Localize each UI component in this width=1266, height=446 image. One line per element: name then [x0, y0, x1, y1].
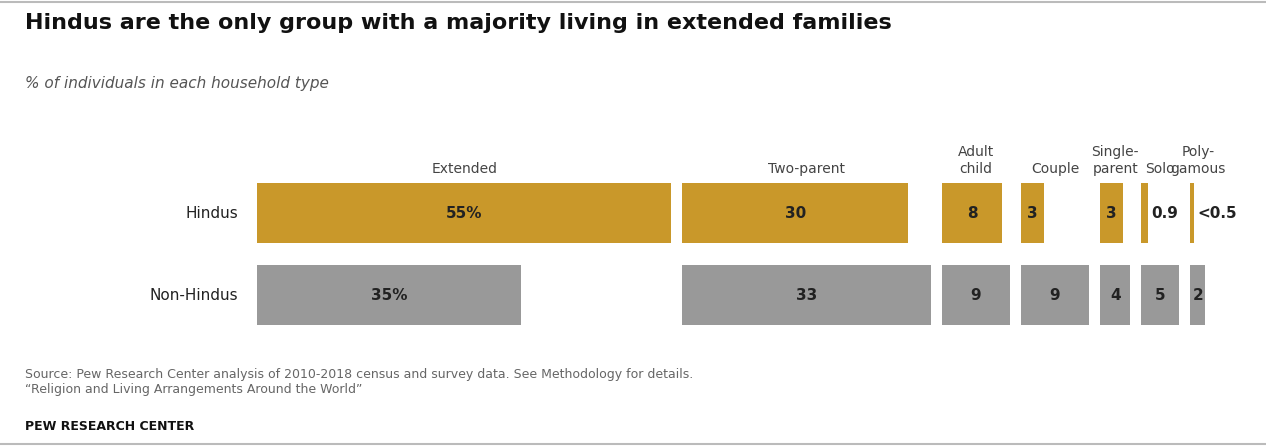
Bar [942, 183, 1003, 243]
Text: % of individuals in each household type: % of individuals in each household type [25, 76, 329, 91]
Bar [942, 265, 1010, 326]
Text: Non-Hindus: Non-Hindus [149, 288, 238, 303]
Bar [257, 183, 671, 243]
Bar [1142, 265, 1179, 326]
Text: 55%: 55% [446, 206, 482, 220]
Bar [1100, 183, 1123, 243]
Text: 9: 9 [971, 288, 981, 303]
Text: 9: 9 [1050, 288, 1060, 303]
Text: Hindus are the only group with a majority living in extended families: Hindus are the only group with a majorit… [25, 13, 893, 33]
Text: <0.5: <0.5 [1198, 206, 1237, 220]
Bar [1190, 183, 1194, 243]
Text: Couple: Couple [1031, 161, 1079, 176]
Text: 3: 3 [1027, 206, 1038, 220]
Text: 35%: 35% [371, 288, 408, 303]
Text: 2: 2 [1193, 288, 1203, 303]
Text: Source: Pew Research Center analysis of 2010-2018 census and survey data. See Me: Source: Pew Research Center analysis of … [25, 368, 694, 396]
Text: Solo: Solo [1146, 161, 1175, 176]
Text: Adult
child: Adult child [958, 145, 994, 176]
Text: 5: 5 [1155, 288, 1166, 303]
Bar [682, 265, 931, 326]
Bar [1100, 265, 1131, 326]
Bar [682, 183, 908, 243]
Bar [257, 265, 520, 326]
Text: 0.9: 0.9 [1151, 206, 1179, 220]
Text: 3: 3 [1106, 206, 1117, 220]
Text: Poly-
gamous: Poly- gamous [1170, 145, 1225, 176]
Text: Extended: Extended [432, 161, 498, 176]
Text: 4: 4 [1110, 288, 1120, 303]
Text: Two-parent: Two-parent [768, 161, 846, 176]
Bar [1190, 265, 1205, 326]
Text: 8: 8 [967, 206, 977, 220]
Text: Single-
parent: Single- parent [1091, 145, 1139, 176]
Text: Hindus: Hindus [186, 206, 238, 220]
Bar [1022, 183, 1043, 243]
Bar [1142, 183, 1148, 243]
Text: 33: 33 [796, 288, 818, 303]
Text: 30: 30 [785, 206, 806, 220]
Text: PEW RESEARCH CENTER: PEW RESEARCH CENTER [25, 420, 195, 433]
Bar [1022, 265, 1089, 326]
